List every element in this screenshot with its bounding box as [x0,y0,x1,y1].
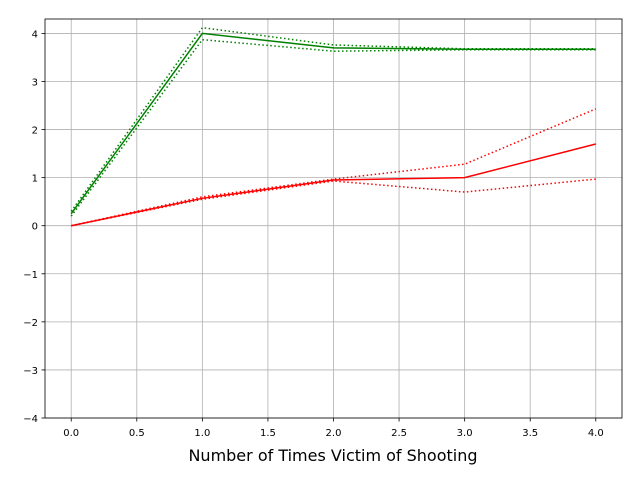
y-tick-label: 3 [32,77,38,88]
x-tick-label: 3.5 [522,428,538,439]
y-tick-label: 1 [32,174,38,185]
x-tick-label: 1.0 [194,428,210,439]
x-tick-label: 4.0 [588,428,604,439]
x-tick-label: 0.0 [63,428,79,439]
x-tick-label: 2.0 [326,428,342,439]
y-tick-label: −3 [23,366,38,377]
series-line [70,26,596,212]
y-tick-label: 2 [32,126,38,137]
plot-frame [44,18,623,419]
x-tick-label: 0.5 [129,428,145,439]
x-tick-label: 3.0 [457,428,473,439]
y-tick-label: −1 [23,270,38,281]
y-tick-label: −2 [23,318,38,329]
x-tick-label: 1.5 [260,428,276,439]
y-tick-label: 0 [32,222,38,233]
x-axis-label: Number of Times Victim of Shooting [188,446,477,465]
x-tick-label: 2.5 [391,428,407,439]
y-tick-label: −4 [23,414,38,425]
y-tick-label: 4 [32,29,38,40]
series-line [71,178,596,227]
